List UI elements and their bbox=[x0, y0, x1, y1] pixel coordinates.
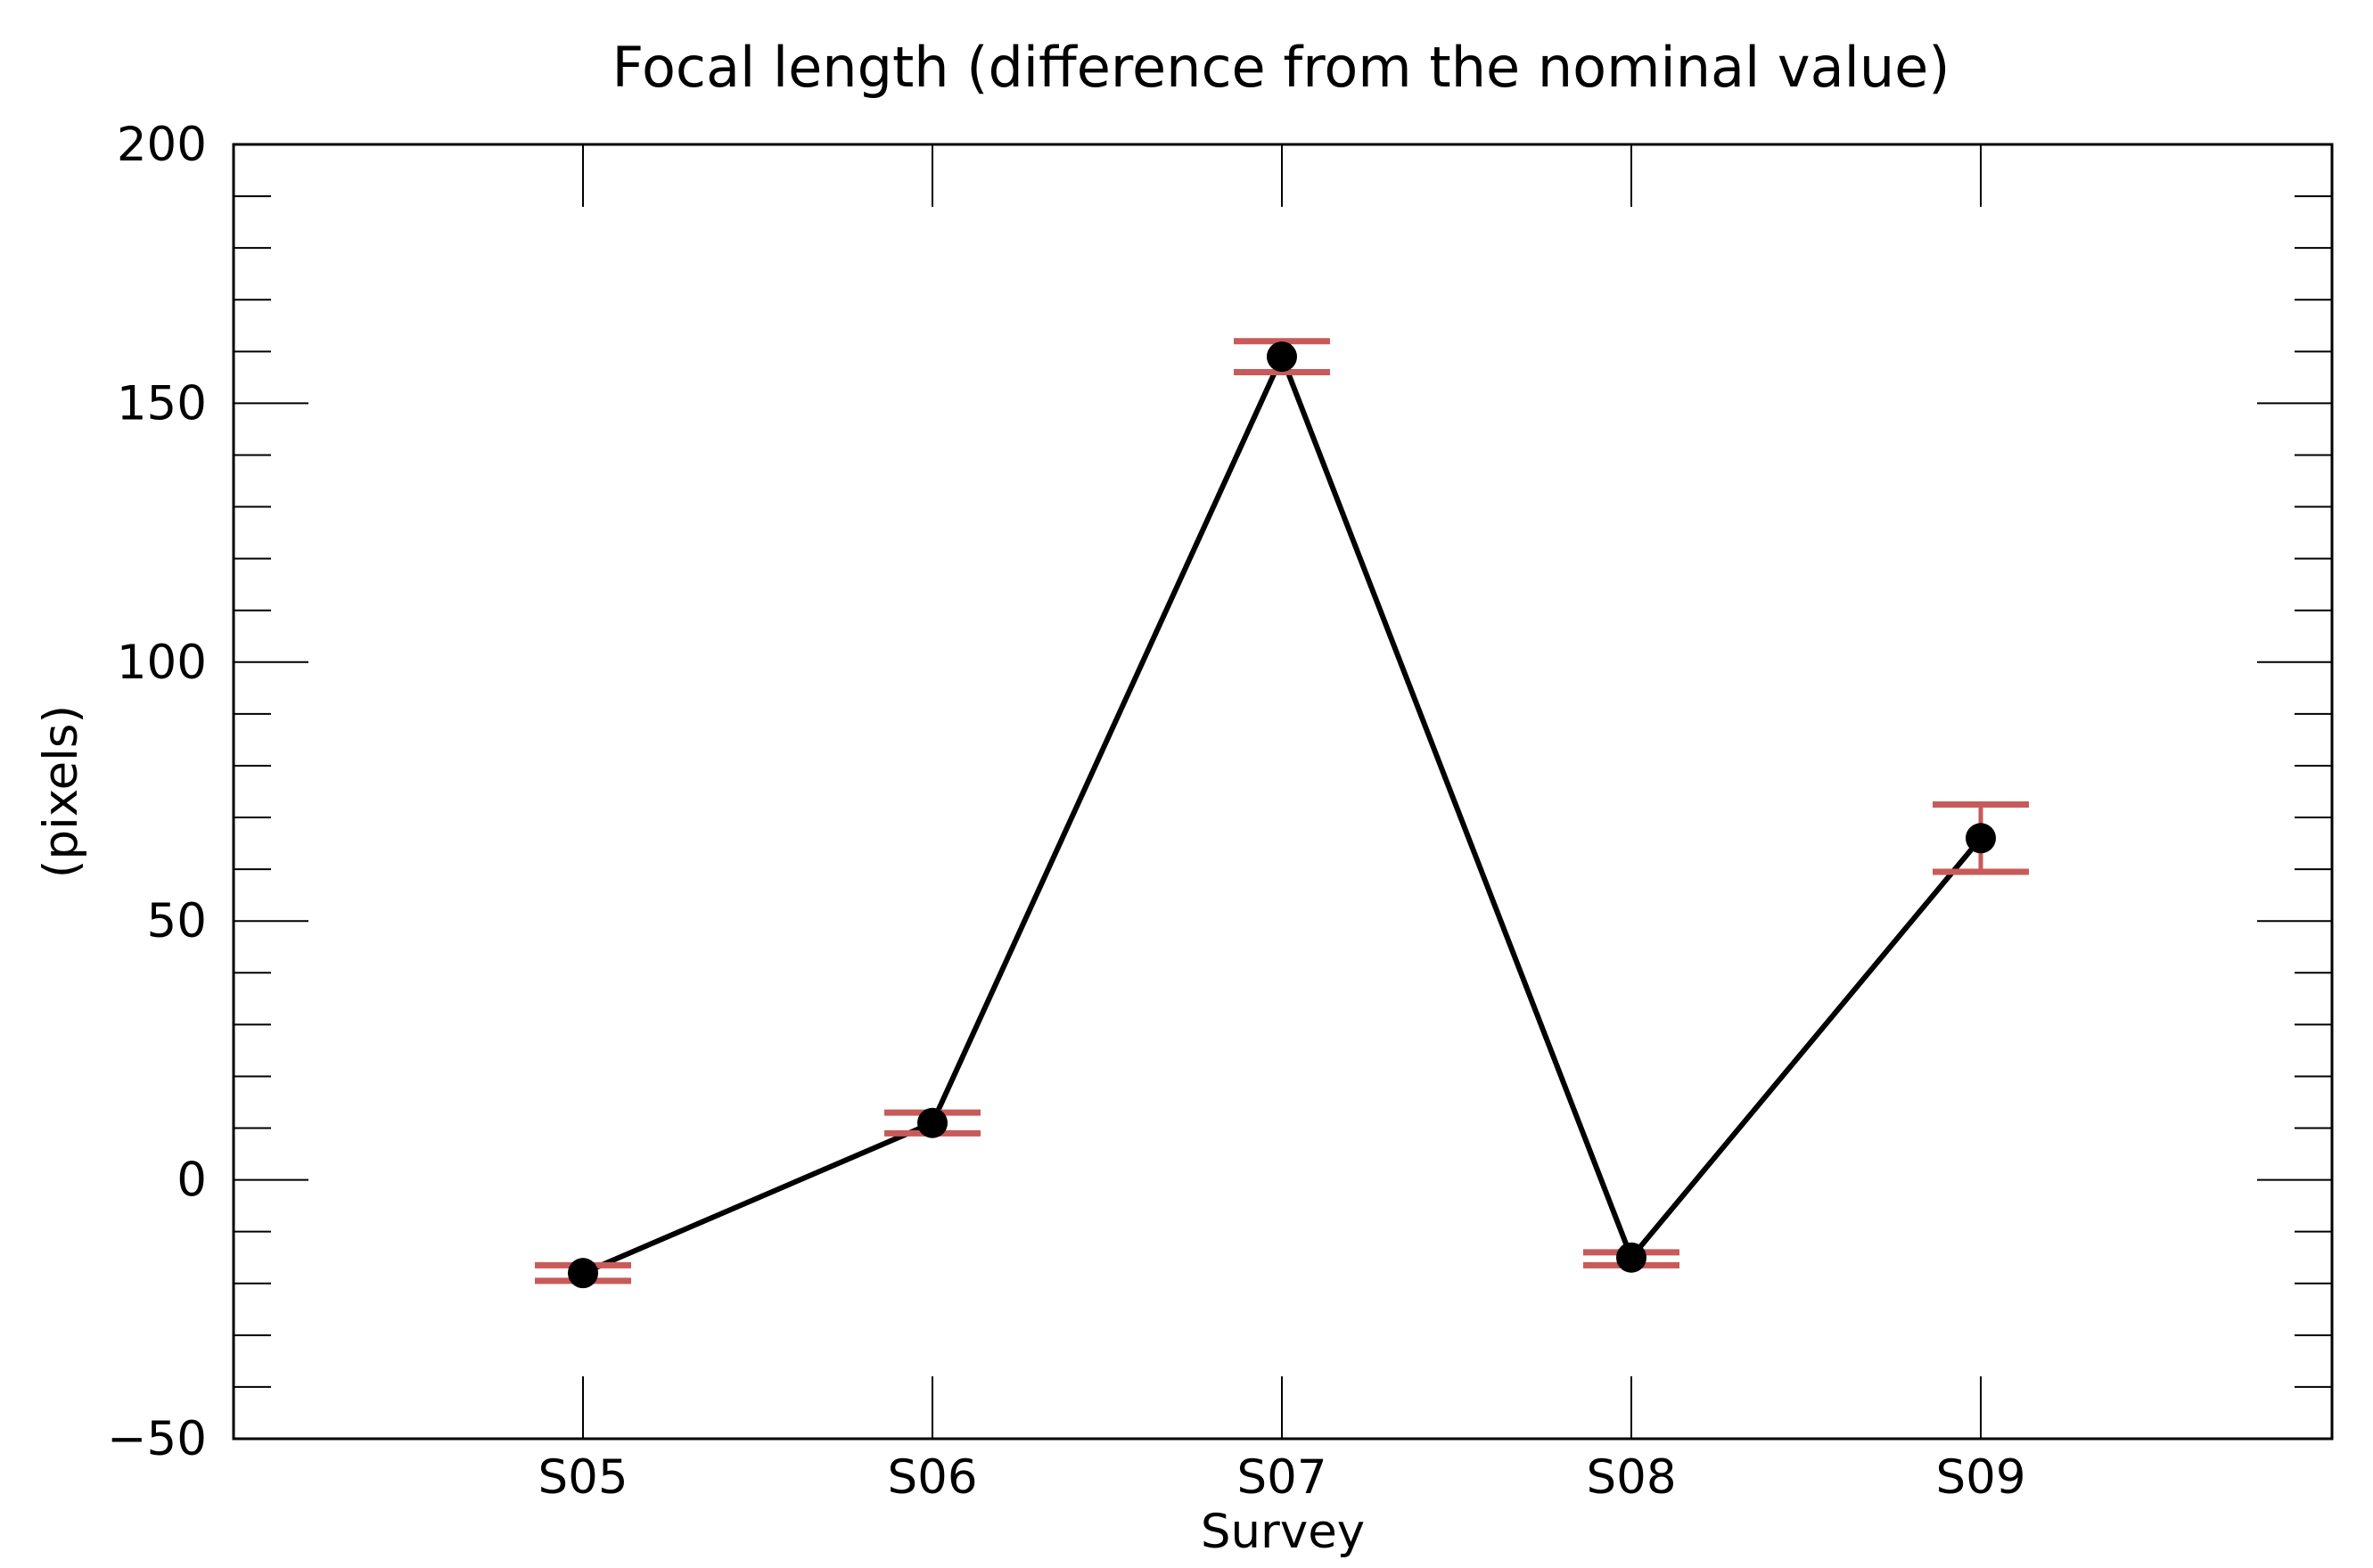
y-axis-label: (pixels) bbox=[34, 705, 88, 878]
plot-frame bbox=[232, 143, 2334, 1441]
x-tick-label: S06 bbox=[887, 1450, 977, 1505]
series-layer bbox=[535, 338, 2029, 1289]
y-tick-label: 0 bbox=[177, 1153, 207, 1208]
x-tick-label: S08 bbox=[1586, 1450, 1676, 1505]
data-point bbox=[1616, 1242, 1646, 1273]
x-tick-label: S07 bbox=[1236, 1450, 1326, 1505]
y-tick-label: −50 bbox=[107, 1412, 207, 1466]
data-point bbox=[917, 1107, 948, 1138]
y-tick-label: 50 bbox=[147, 894, 207, 948]
data-point bbox=[1267, 341, 1297, 373]
chart-title: Focal length (difference from the nomina… bbox=[612, 35, 1950, 100]
x-tick-label: S05 bbox=[538, 1450, 628, 1505]
x-tick-label: S09 bbox=[1935, 1450, 2025, 1505]
y-tick-label: 200 bbox=[117, 118, 207, 172]
data-point bbox=[1966, 823, 1996, 854]
x-axis-label: Survey bbox=[1201, 1505, 1365, 1559]
x-tick-labels: S05 S06 S07 S08 S09 bbox=[538, 1450, 2025, 1505]
y-tick-label: 100 bbox=[117, 636, 207, 690]
series-line bbox=[581, 354, 1983, 1276]
y-tick-label: 150 bbox=[117, 376, 207, 431]
y-tick-labels: −50 0 50 100 150 200 bbox=[107, 118, 207, 1466]
data-point bbox=[568, 1258, 598, 1289]
axis-ticks bbox=[234, 144, 2332, 1439]
